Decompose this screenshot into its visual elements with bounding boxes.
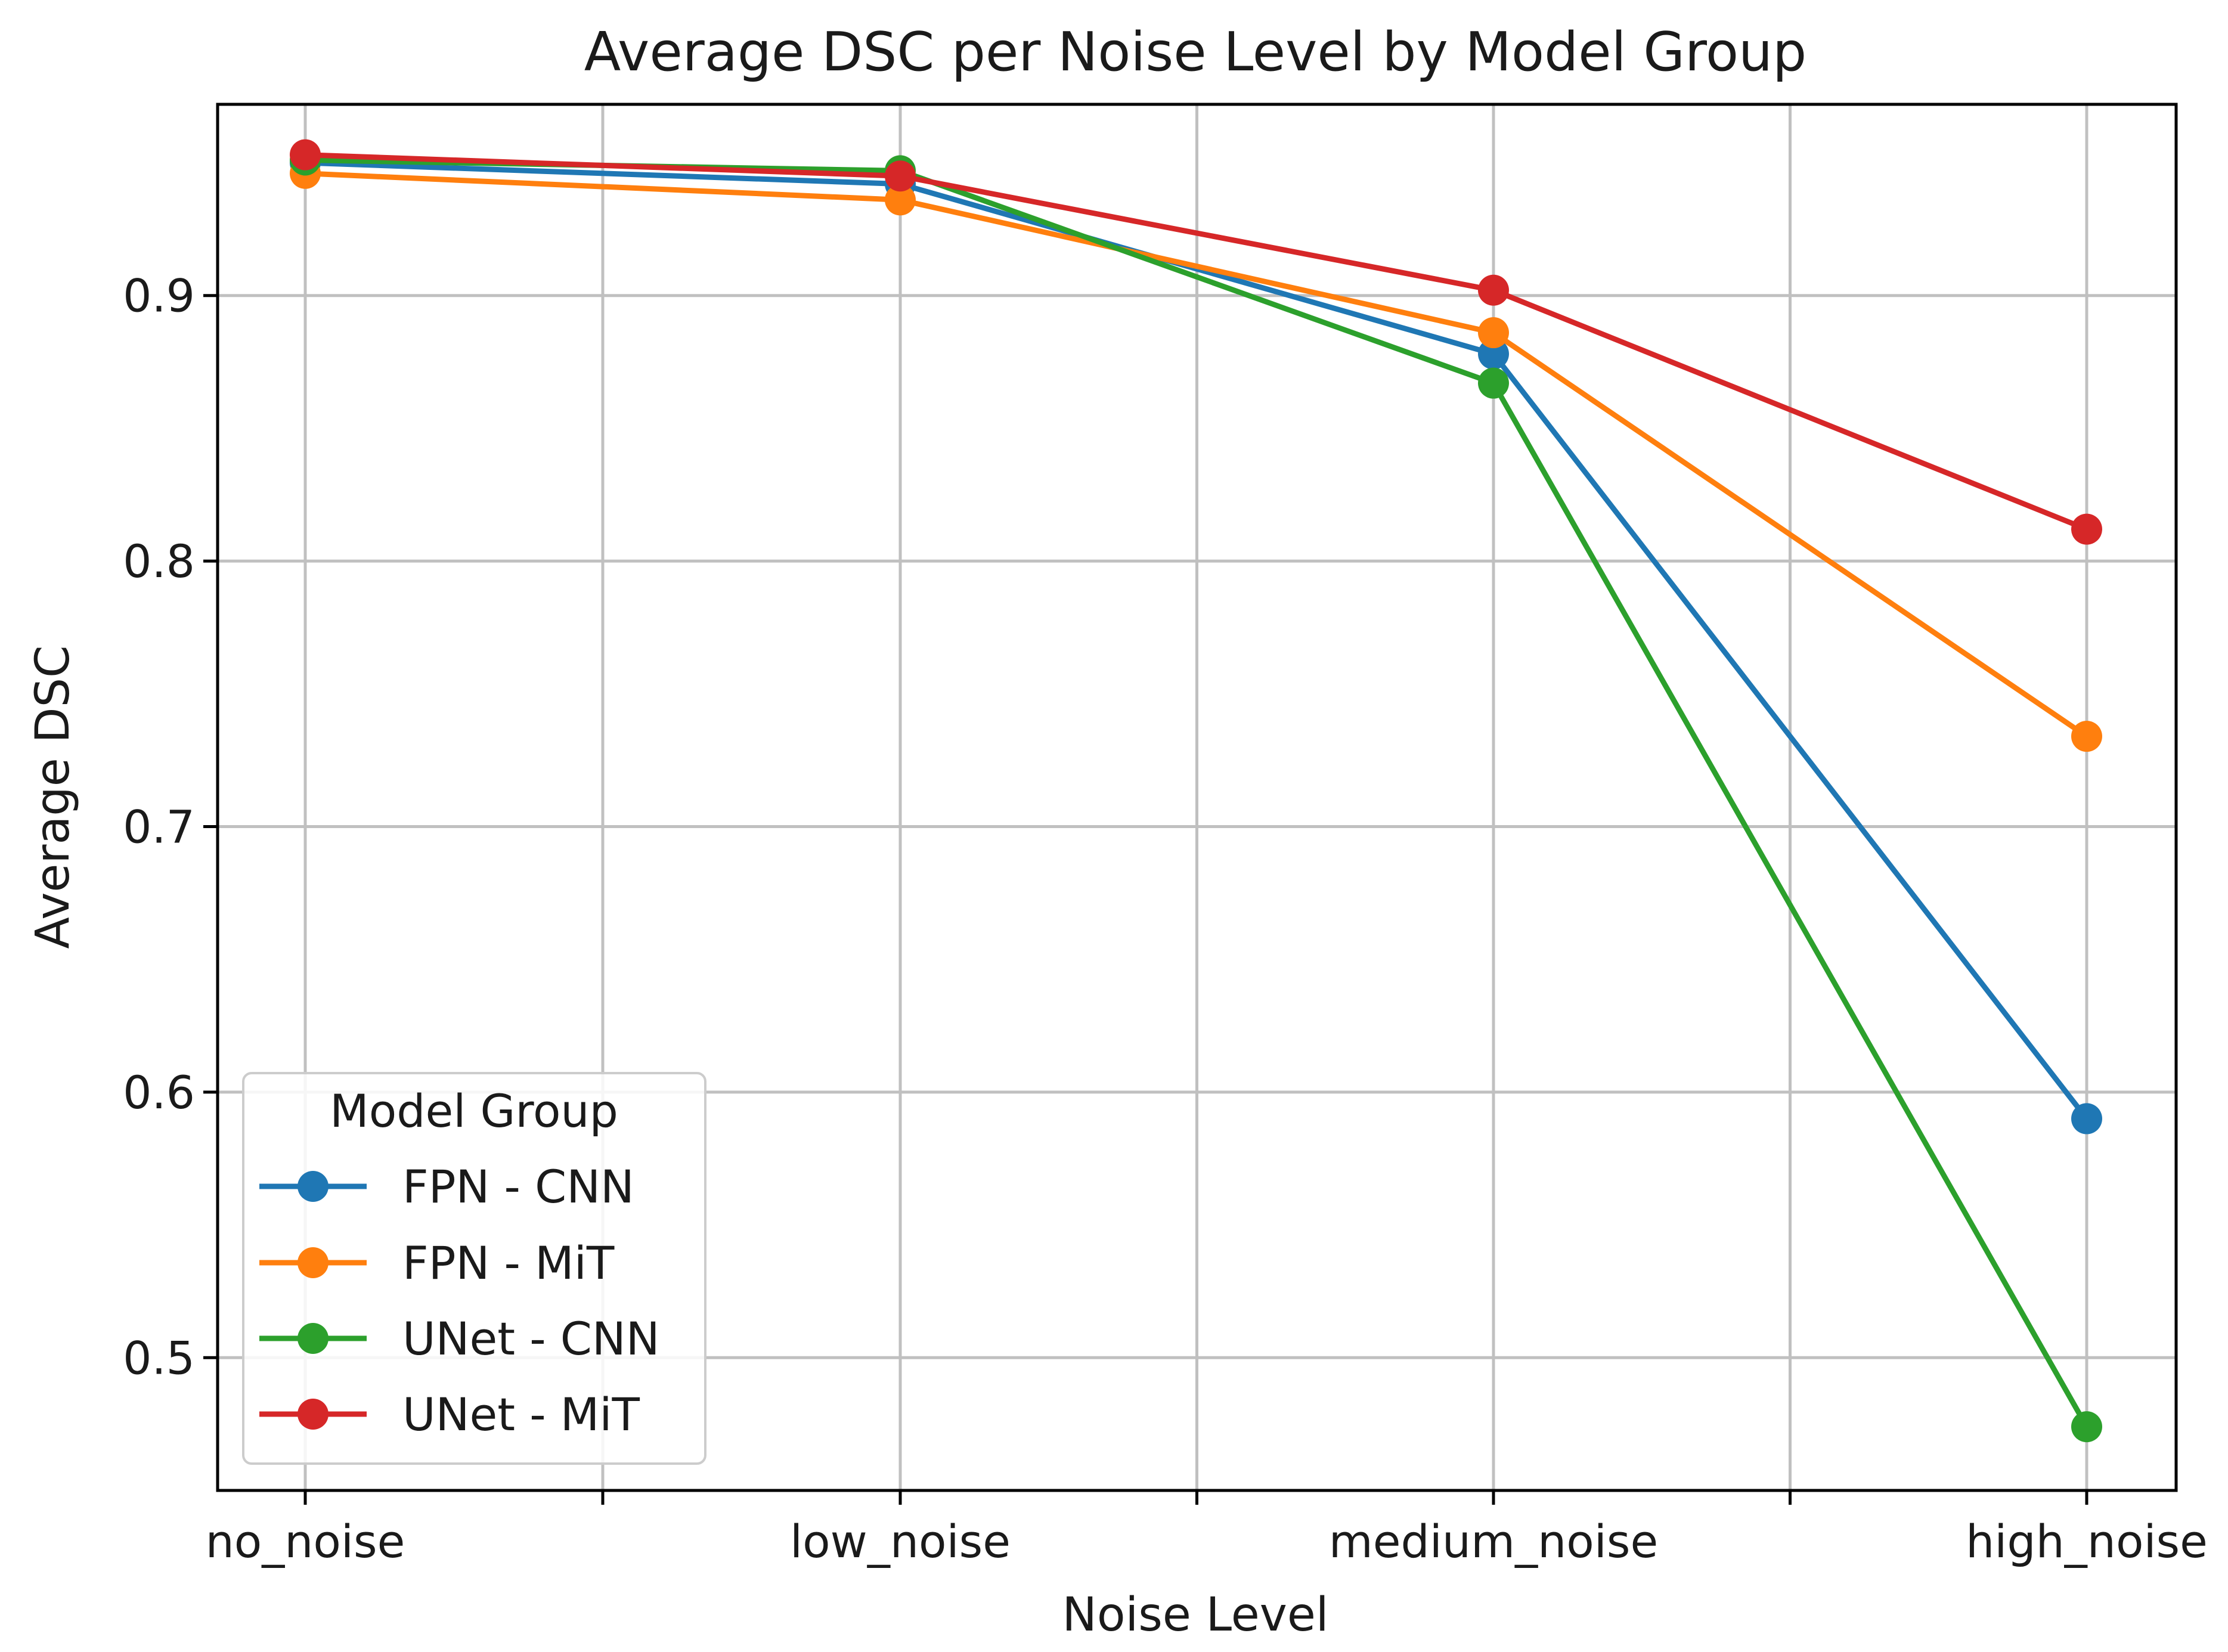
data-point-unet-cnn [1478,367,1509,399]
series-line-unet-mit [305,152,2088,532]
x-tick-label: high_noise [1966,1515,2208,1568]
x-tick-label: low_noise [790,1515,1011,1568]
data-point-fpn-cnn [1478,338,1509,370]
legend: Model Group FPN - CNN FPN - MiT UNet - CNN… [242,1072,706,1465]
y-tick-label: 0.6 [123,1066,195,1119]
legend-label: FPN - MiT [402,1236,615,1290]
y-tick-label: 0.8 [123,535,195,588]
data-point-fpn-mit [1478,317,1509,349]
data-point-unet-mit [290,139,321,171]
series-unet-mit [290,139,2102,545]
legend-box [242,1072,706,1465]
data-point-unet-cnn [2071,1411,2102,1443]
data-point-fpn-mit [2071,721,2102,752]
legend-marker [298,1171,329,1202]
data-point-fpn-cnn [2071,1103,2102,1135]
legend-label: UNet - MiT [402,1388,640,1441]
legend-marker [298,1399,329,1430]
y-axis: 0.5 0.6 0.7 0.8 0.9 [123,269,218,1384]
legend-marker [298,1247,329,1278]
data-point-unet-mit [2071,513,2102,545]
series-layer [290,139,2102,1443]
series-line-fpn-mit [305,171,2088,739]
x-tick-label: no_noise [206,1515,405,1568]
x-axis-label: Noise Level [1062,1588,1328,1642]
legend-entries: FPN - CNN FPN - MiT UNet - CNN UNet - MiT [259,1160,660,1441]
legend-marker [298,1323,329,1354]
x-tick-label: medium_noise [1329,1515,1658,1568]
data-point-fpn-mit [885,184,916,216]
legend-label: UNet - CNN [402,1312,660,1365]
data-point-unet-mit [1478,274,1509,306]
legend-label: FPN - CNN [402,1160,634,1213]
y-axis-label: Average DSC [26,645,80,949]
data-point-unet-mit [885,160,916,192]
y-tick-label: 0.7 [123,800,195,853]
y-tick-label: 0.9 [123,269,195,323]
legend-title: Model Group [330,1084,618,1138]
y-tick-label: 0.5 [123,1331,195,1384]
chart-title: Average DSC per Noise Level by Model Gro… [584,21,1806,83]
x-axis: no_noise low_noise medium_noise high_noise [206,1490,2208,1568]
